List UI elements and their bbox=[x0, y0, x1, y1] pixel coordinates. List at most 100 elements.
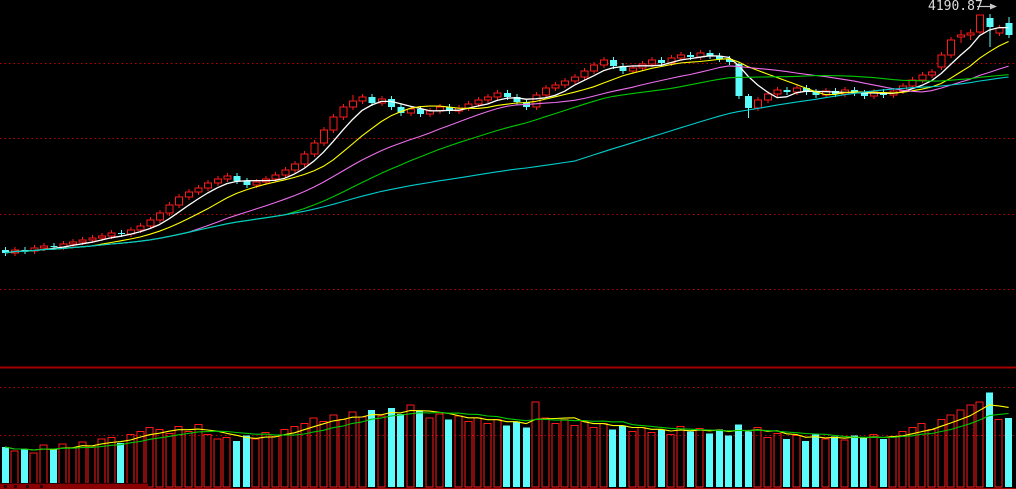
candle-up bbox=[493, 92, 502, 98]
volume-bar bbox=[716, 429, 723, 487]
volume-bar bbox=[551, 423, 560, 488]
volume-bar bbox=[840, 439, 849, 488]
candle-up bbox=[474, 99, 483, 105]
volume-bar bbox=[580, 421, 589, 488]
candle-down bbox=[658, 60, 666, 63]
volume-bar bbox=[763, 436, 772, 488]
volume-bar bbox=[503, 425, 510, 487]
candle-down bbox=[706, 53, 714, 56]
candle-down bbox=[735, 64, 743, 96]
volume-bar bbox=[29, 452, 38, 488]
volume-bar bbox=[165, 432, 174, 488]
volume-bar bbox=[956, 409, 965, 488]
volume-bar bbox=[136, 430, 145, 488]
volume-bar bbox=[570, 425, 579, 488]
volume-bar bbox=[531, 401, 540, 488]
candle-up bbox=[300, 153, 309, 165]
volume-bar bbox=[348, 411, 357, 488]
candle-up bbox=[956, 34, 965, 38]
candle-down bbox=[986, 18, 994, 27]
candle-up bbox=[348, 100, 357, 108]
candle-down bbox=[397, 107, 405, 113]
volume-bar bbox=[986, 392, 993, 487]
candle-down bbox=[388, 99, 395, 107]
volume-bar bbox=[39, 444, 48, 488]
volume-bar bbox=[271, 435, 280, 488]
volume-bar bbox=[792, 434, 801, 488]
volume-bar bbox=[513, 421, 520, 487]
candle-up bbox=[310, 142, 319, 155]
candle-up bbox=[155, 212, 164, 221]
candle-down bbox=[609, 60, 617, 66]
candle-up bbox=[406, 108, 415, 114]
volume-bar bbox=[425, 417, 434, 488]
candle-up bbox=[918, 74, 927, 81]
candle-up bbox=[291, 163, 299, 171]
candle-up bbox=[590, 64, 599, 72]
volume-bar bbox=[117, 443, 124, 487]
volume-bar bbox=[658, 429, 665, 487]
volume-bar bbox=[888, 435, 897, 488]
volume-bar bbox=[628, 430, 637, 488]
candle-down bbox=[725, 59, 733, 62]
candle-up bbox=[165, 204, 174, 214]
volume-ma-line-5 bbox=[4, 404, 1009, 451]
volume-bar bbox=[290, 426, 299, 488]
volume-bar bbox=[860, 438, 867, 487]
volume-bar bbox=[319, 421, 328, 488]
volume-bar bbox=[78, 441, 87, 488]
volume-bar bbox=[10, 450, 19, 488]
candle-down bbox=[783, 90, 791, 92]
candle-up bbox=[319, 129, 328, 144]
volume-bar bbox=[695, 427, 704, 488]
volume-bar bbox=[706, 433, 713, 487]
candle-up bbox=[146, 219, 155, 227]
volume-bar bbox=[802, 441, 809, 487]
candle-up bbox=[213, 178, 222, 184]
volume-bar bbox=[145, 427, 154, 488]
candle-up bbox=[908, 79, 917, 87]
candle-down bbox=[445, 107, 453, 111]
candle-up bbox=[551, 84, 560, 89]
volume-bar bbox=[880, 439, 887, 487]
volume-bar bbox=[280, 428, 289, 488]
annotation-arrow-head bbox=[990, 3, 997, 10]
candle-up bbox=[194, 187, 203, 193]
volume-bar bbox=[388, 408, 395, 487]
candle-down bbox=[745, 96, 753, 108]
volume-bar bbox=[619, 425, 626, 487]
volume-bar bbox=[338, 419, 347, 488]
candle-up bbox=[966, 32, 975, 36]
volume-bar bbox=[599, 423, 608, 488]
bottom-left-strip bbox=[0, 483, 148, 489]
volume-bar bbox=[50, 448, 57, 487]
candle-down bbox=[243, 181, 251, 185]
volume-bar bbox=[233, 441, 240, 487]
volume-bar bbox=[687, 431, 694, 487]
volume-bar bbox=[946, 414, 955, 488]
volume-bar bbox=[58, 443, 67, 488]
volume-bar bbox=[87, 445, 96, 488]
volume-bar bbox=[416, 410, 423, 487]
candle-up bbox=[358, 96, 367, 102]
candle-down bbox=[619, 66, 627, 71]
candle-up bbox=[754, 99, 763, 109]
candle-up bbox=[204, 182, 213, 189]
price-ma-line-5 bbox=[4, 26, 1009, 254]
volume-bar bbox=[222, 436, 231, 488]
volume-bar bbox=[368, 409, 375, 487]
volume-bar bbox=[454, 415, 463, 488]
candle-up bbox=[773, 89, 782, 95]
candle-up bbox=[339, 106, 348, 118]
candle-up bbox=[628, 67, 637, 72]
volume-bar bbox=[745, 431, 752, 487]
volume-bar bbox=[994, 419, 1003, 488]
candle-up bbox=[252, 181, 261, 186]
volume-bar bbox=[261, 431, 270, 488]
volume-bar bbox=[464, 421, 473, 488]
volume-bar bbox=[300, 423, 309, 488]
candle-down bbox=[50, 246, 58, 247]
volume-bar bbox=[377, 415, 386, 488]
candle-down bbox=[2, 250, 9, 253]
candle-down bbox=[117, 233, 125, 234]
